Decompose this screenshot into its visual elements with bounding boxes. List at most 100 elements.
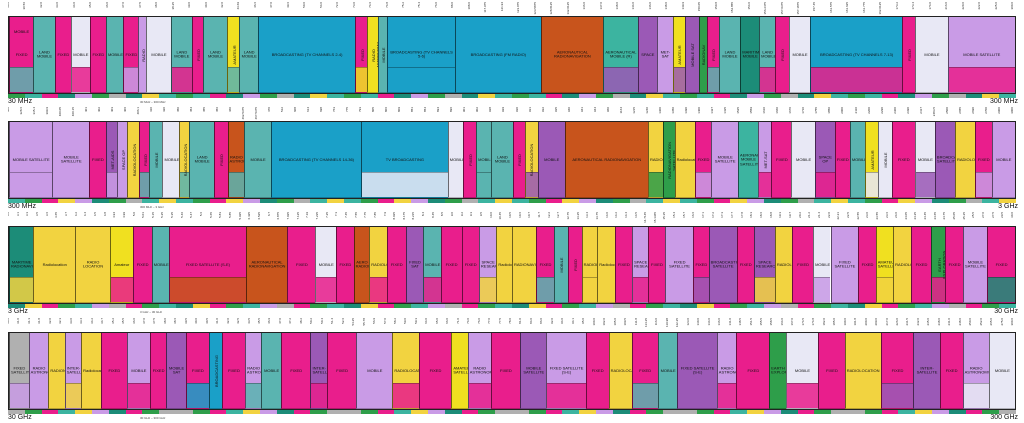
- allocation-cell[interactable]: FIXED: [355, 17, 368, 93]
- allocation-cell[interactable]: MOBILE: [126, 333, 150, 409]
- allocation-cell[interactable]: FIXED SATELLITE (S-E): [546, 333, 586, 409]
- allocation-cell[interactable]: MOBILE: [553, 227, 568, 303]
- allocation-cell[interactable]: RADIOLOCATION: [954, 122, 975, 198]
- allocation-cell[interactable]: RADIONAVIGATION: [48, 333, 65, 409]
- allocation-cell[interactable]: FIXED: [461, 227, 479, 303]
- allocation-cell[interactable]: FIXED SATELLITE: [665, 227, 693, 303]
- allocation-cell[interactable]: FIXED: [567, 227, 582, 303]
- allocation-cell[interactable]: MOBILE: [813, 227, 831, 303]
- allocation-cell[interactable]: MARITIME MOBILE: [740, 17, 760, 93]
- allocation-cell[interactable]: RADIO ASTRONOMY: [227, 122, 245, 198]
- allocation-cell[interactable]: INTER-SATELLITE: [310, 333, 327, 409]
- allocation-cell[interactable]: LAND MOBILE: [239, 17, 259, 93]
- allocation-cell[interactable]: EARTH EXPLORATION SATELLITE: [931, 227, 946, 303]
- allocation-cell[interactable]: FIXED: [585, 333, 609, 409]
- allocation-cell[interactable]: FIXED: [858, 227, 876, 303]
- allocation-cell[interactable]: RADIOLOCATION: [844, 333, 881, 409]
- allocation-cell[interactable]: FIXED: [336, 227, 354, 303]
- allocation-cell[interactable]: MOBILE: [162, 122, 180, 198]
- allocation-cell[interactable]: MOBILE SATELLITE: [9, 122, 53, 198]
- allocation-cell[interactable]: FIXED: [910, 227, 932, 303]
- allocation-cell[interactable]: MET-AIDS: [105, 122, 118, 198]
- allocation-cell[interactable]: AMATEUR: [864, 122, 879, 198]
- allocation-cell[interactable]: FIXED: [54, 17, 71, 93]
- allocation-cell[interactable]: RADIOLOCATION: [774, 227, 793, 303]
- allocation-cell[interactable]: SPACE RESEARCH: [632, 227, 648, 303]
- allocation-cell[interactable]: RADIOLOCATION: [127, 122, 140, 198]
- allocation-cell[interactable]: FIXED: [185, 333, 209, 409]
- allocation-cell[interactable]: BROADCASTING: [208, 333, 222, 409]
- allocation-cell[interactable]: FIXED: [221, 333, 245, 409]
- allocation-cell[interactable]: MOBILE: [423, 227, 441, 303]
- allocation-cell[interactable]: RADIOLOCATION: [608, 333, 632, 409]
- allocation-cell[interactable]: FIXED: [326, 333, 357, 409]
- allocation-cell[interactable]: FIXED: [89, 17, 106, 93]
- allocation-cell[interactable]: BROADCASTING (FM RADIO): [454, 17, 541, 93]
- allocation-cell[interactable]: SPACE RESEARCH: [753, 227, 775, 303]
- allocation-cell[interactable]: MOBILE: [537, 122, 565, 198]
- allocation-cell[interactable]: RADIO ASTRONOMY: [244, 333, 262, 409]
- allocation-cell[interactable]: FIXED: [818, 333, 845, 409]
- allocation-cell[interactable]: FIXED: [736, 227, 754, 303]
- allocation-cell[interactable]: RADIOLOCATION: [369, 227, 387, 303]
- allocation-cell[interactable]: INTER-SATELLITE: [64, 333, 82, 409]
- allocation-cell[interactable]: RADIO ASTRONOMY: [367, 17, 378, 93]
- allocation-cell[interactable]: AMATEUR: [672, 17, 686, 93]
- allocation-cell[interactable]: SPACE RESEARCH: [478, 227, 497, 303]
- allocation-cell[interactable]: MOBILE: [261, 333, 281, 409]
- allocation-cell[interactable]: FIXED: [694, 122, 712, 198]
- allocation-cell[interactable]: FIXED: [100, 333, 127, 409]
- allocation-cell[interactable]: MOBILE SATELLITE: [947, 17, 1015, 93]
- allocation-cell[interactable]: RADIOLOCATION: [647, 122, 663, 198]
- allocation-cell[interactable]: FIXED: [287, 227, 316, 303]
- allocation-cell[interactable]: FIXED SATELLITE (S-E): [677, 333, 717, 409]
- allocation-cell[interactable]: MOBILE: [791, 122, 815, 198]
- allocation-cell[interactable]: FIXED SATELLITE: [9, 333, 29, 409]
- allocation-cell[interactable]: FIXED: [880, 333, 914, 409]
- allocation-cell[interactable]: RADIONAVIGATION SATELLITE: [662, 122, 675, 198]
- allocation-cell[interactable]: FIXED: [418, 333, 452, 409]
- allocation-cell[interactable]: SPACE OP: [814, 122, 835, 198]
- allocation-cell[interactable]: FIXED: [440, 227, 462, 303]
- allocation-cell[interactable]: Radiolocation: [496, 227, 512, 303]
- allocation-cell[interactable]: MOBILE SATELLITE: [520, 333, 547, 409]
- allocation-cell[interactable]: MOBILE: [151, 227, 170, 303]
- allocation-cell[interactable]: RADIO ASTRONOMY: [467, 333, 491, 409]
- allocation-cell[interactable]: AMATEUR SATELLITE: [451, 333, 468, 409]
- allocation-cell[interactable]: LAND MOBILE: [170, 17, 193, 93]
- allocation-cell[interactable]: FIXED: [834, 122, 850, 198]
- allocation-cell[interactable]: Radiolocation: [597, 227, 615, 303]
- allocation-cell[interactable]: FIXED SAT: [405, 227, 424, 303]
- allocation-cell[interactable]: FIXED: [536, 227, 554, 303]
- allocation-cell[interactable]: MOBILE: [915, 17, 948, 93]
- allocation-cell[interactable]: AERONAUTICAL RADIONAVIGATION: [540, 17, 603, 93]
- allocation-cell[interactable]: FIXED: [280, 333, 311, 409]
- allocation-cell[interactable]: FIXED: [462, 122, 477, 198]
- allocation-cell[interactable]: FIXED MOBILE: [9, 17, 34, 93]
- allocation-cell[interactable]: FIXED: [631, 333, 658, 409]
- allocation-cell[interactable]: RADIO LOCATION: [75, 227, 110, 303]
- allocation-cell[interactable]: RADIOLOCATION: [524, 122, 538, 198]
- allocation-cell[interactable]: BROADCASTING SATELLITE: [708, 227, 737, 303]
- allocation-cell[interactable]: LAND MOBILE: [33, 17, 55, 93]
- allocation-cell[interactable]: MOBILE SATELLITE: [711, 122, 739, 198]
- allocation-cell[interactable]: MOBILE: [988, 333, 1015, 409]
- allocation-cell[interactable]: FIXED: [89, 122, 106, 198]
- allocation-cell[interactable]: FIXED: [901, 17, 916, 93]
- allocation-cell[interactable]: FIXED: [945, 227, 963, 303]
- allocation-cell[interactable]: MOBILE: [788, 17, 811, 93]
- allocation-cell[interactable]: RADIO ASTRONOMY: [962, 333, 989, 409]
- allocation-cell[interactable]: FIXED: [891, 122, 915, 198]
- allocation-cell[interactable]: BROADCASTING (TV CHANNELS 2-4): [258, 17, 356, 93]
- allocation-cell[interactable]: MOBILE: [105, 17, 124, 93]
- allocation-cell[interactable]: MOBILE: [315, 227, 337, 303]
- allocation-cell[interactable]: RADIONAV: [698, 17, 707, 93]
- allocation-cell[interactable]: RADIOLOCATION: [893, 227, 911, 303]
- allocation-cell[interactable]: BROADCASTING (TV CHANNELS 14-36): [270, 122, 361, 198]
- allocation-cell[interactable]: FIXED: [693, 227, 709, 303]
- allocation-cell[interactable]: RADIO ASTRONOMY: [716, 333, 737, 409]
- allocation-cell[interactable]: MOBILE SATELLITE: [52, 122, 90, 198]
- allocation-cell[interactable]: LAND MOBILE: [718, 17, 741, 93]
- allocation-cell[interactable]: FIXED SATELLITE: [830, 227, 859, 303]
- allocation-cell[interactable]: MARITIME RADIONAVIGATION: [9, 227, 34, 303]
